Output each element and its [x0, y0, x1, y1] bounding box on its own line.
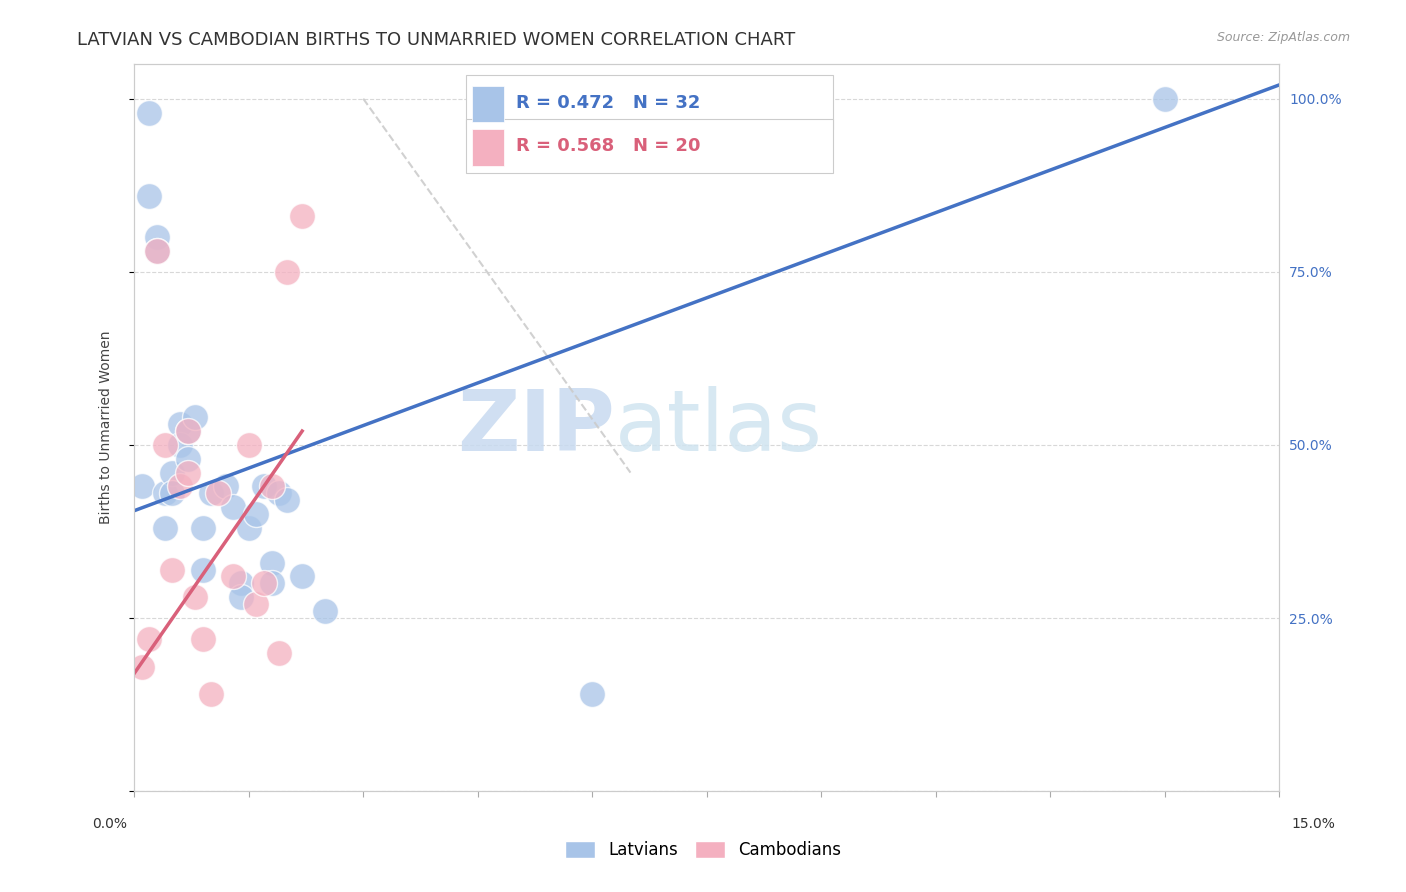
- Point: [191, 632, 214, 646]
- Point: [153, 438, 176, 452]
- Point: [146, 230, 169, 244]
- Point: [245, 507, 267, 521]
- Point: [169, 479, 191, 493]
- Point: [162, 466, 184, 480]
- FancyBboxPatch shape: [467, 75, 832, 129]
- Point: [260, 479, 283, 493]
- Point: [253, 576, 276, 591]
- Point: [238, 438, 260, 452]
- Point: [229, 591, 252, 605]
- FancyBboxPatch shape: [472, 129, 505, 166]
- FancyBboxPatch shape: [472, 86, 505, 122]
- Point: [222, 500, 245, 515]
- Text: atlas: atlas: [616, 386, 823, 469]
- Point: [176, 424, 198, 438]
- Point: [146, 244, 169, 258]
- Point: [581, 687, 603, 701]
- Text: R = 0.568   N = 20: R = 0.568 N = 20: [516, 137, 700, 155]
- Point: [138, 105, 160, 120]
- Text: R = 0.472   N = 32: R = 0.472 N = 32: [516, 94, 700, 112]
- Point: [191, 563, 214, 577]
- Point: [276, 493, 298, 508]
- Text: 15.0%: 15.0%: [1291, 817, 1336, 830]
- Point: [131, 659, 153, 673]
- Point: [146, 244, 169, 258]
- Point: [138, 188, 160, 202]
- Point: [222, 569, 245, 583]
- Point: [200, 687, 222, 701]
- Point: [276, 265, 298, 279]
- Point: [176, 424, 198, 438]
- Point: [238, 521, 260, 535]
- Point: [269, 646, 291, 660]
- Point: [162, 486, 184, 500]
- Point: [176, 451, 198, 466]
- Y-axis label: Births to Unmarried Women: Births to Unmarried Women: [100, 331, 114, 524]
- Point: [162, 563, 184, 577]
- Point: [215, 479, 238, 493]
- Point: [207, 486, 229, 500]
- Point: [291, 569, 314, 583]
- Text: 0.0%: 0.0%: [93, 817, 127, 830]
- Point: [169, 438, 191, 452]
- Text: LATVIAN VS CAMBODIAN BIRTHS TO UNMARRIED WOMEN CORRELATION CHART: LATVIAN VS CAMBODIAN BIRTHS TO UNMARRIED…: [77, 31, 796, 49]
- FancyBboxPatch shape: [467, 119, 832, 173]
- Point: [153, 486, 176, 500]
- Text: ZIP: ZIP: [457, 386, 616, 469]
- Point: [184, 591, 207, 605]
- Point: [176, 466, 198, 480]
- Text: Source: ZipAtlas.com: Source: ZipAtlas.com: [1216, 31, 1350, 45]
- Point: [138, 632, 160, 646]
- Point: [260, 576, 283, 591]
- Point: [291, 210, 314, 224]
- Point: [229, 576, 252, 591]
- Point: [269, 486, 291, 500]
- Legend: Latvians, Cambodians: Latvians, Cambodians: [558, 834, 848, 866]
- Point: [253, 479, 276, 493]
- Point: [200, 486, 222, 500]
- Point: [169, 417, 191, 432]
- Point: [184, 410, 207, 425]
- Point: [245, 597, 267, 611]
- Point: [191, 521, 214, 535]
- Point: [1154, 92, 1177, 106]
- Point: [131, 479, 153, 493]
- Point: [260, 556, 283, 570]
- Point: [314, 604, 336, 618]
- Point: [153, 521, 176, 535]
